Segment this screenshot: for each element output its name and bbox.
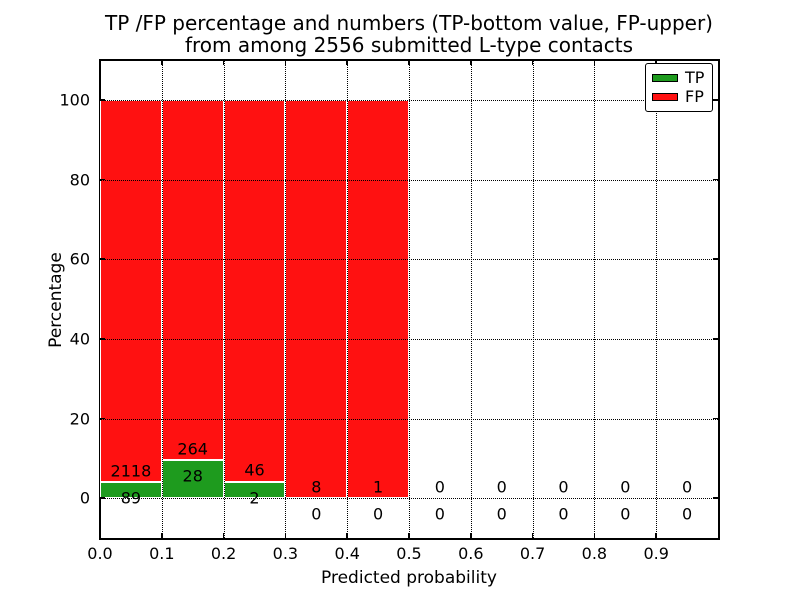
x-tick-mark [99, 60, 101, 65]
bar-segment-tp [100, 482, 162, 499]
x-tick-label: 0.2 [210, 544, 237, 563]
gridline-vertical [161, 60, 163, 538]
tp-count-label: 0 [682, 504, 693, 524]
y-tick-mark [713, 417, 718, 420]
gridline-horizontal [100, 418, 718, 420]
chart-title: TP /FP percentage and numbers (TP-bottom… [100, 12, 718, 56]
x-tick-mark [161, 533, 163, 538]
bar-segment-fp [347, 99, 409, 499]
gridline-vertical [594, 60, 596, 538]
fp-count-label: 0 [620, 477, 631, 497]
x-tick-mark [284, 533, 287, 538]
tp-count-label: 0 [620, 504, 631, 524]
fp-count-label: 0 [496, 477, 507, 497]
tp-count-label: 28 [182, 466, 203, 486]
gridline-horizontal [100, 179, 718, 181]
fp-count-label: 0 [682, 477, 693, 497]
x-tick-label: 0.9 [643, 544, 669, 563]
x-tick-label: 0.6 [458, 544, 484, 563]
fp-count-label: 0 [558, 477, 569, 497]
bar-segment-fp [223, 99, 286, 482]
gridline-vertical [409, 60, 410, 538]
y-tick-mark [100, 258, 105, 260]
bar-segment-tp [223, 481, 286, 499]
y-tick-mark [713, 497, 718, 499]
x-tick-mark [470, 533, 472, 538]
x-tick-mark [346, 60, 348, 65]
x-tick-mark [408, 60, 410, 65]
fp-count-label: 1 [373, 477, 384, 497]
bar-segment-fp [100, 99, 162, 483]
x-tick-mark [346, 533, 348, 538]
bar-segment-tp [161, 459, 224, 499]
gridline-horizontal [100, 338, 718, 340]
x-tick-mark [531, 60, 534, 65]
fp-count-label: 2118 [110, 461, 152, 481]
x-tick-mark [161, 60, 163, 65]
gridline-horizontal [100, 498, 718, 500]
x-tick-label: 0.8 [581, 544, 608, 563]
x-axis-label: Predicted probability [321, 568, 497, 588]
x-tick-label: 0.1 [149, 544, 175, 563]
tp-count-label: 0 [558, 504, 569, 524]
x-tick-mark [222, 60, 225, 65]
x-tick-mark [284, 60, 287, 65]
tp-count-label: 0 [496, 504, 507, 524]
bar-segment-fp [285, 99, 348, 499]
y-axis-label: Percentage [46, 252, 66, 348]
x-tick-label: 0.7 [519, 544, 546, 563]
legend: TP FP [645, 63, 713, 112]
fp-count-label: 46 [244, 460, 265, 480]
plot-area-border [99, 59, 720, 540]
x-tick-label: 0.4 [334, 544, 360, 563]
tp-count-label: 89 [120, 488, 142, 508]
gridline-vertical [532, 60, 534, 538]
tp-color-swatch [652, 73, 678, 82]
gridline-vertical [347, 60, 349, 538]
tp-count-label: 0 [373, 504, 384, 524]
gridline-vertical [656, 60, 658, 538]
gridline-horizontal [100, 259, 718, 261]
x-tick-label: 0.0 [87, 544, 113, 563]
y-tick-mark [713, 338, 718, 340]
gridline-vertical [285, 60, 287, 538]
x-tick-mark [99, 533, 101, 538]
tp-count-label: 0 [311, 504, 322, 524]
bar-segment-fp [161, 99, 224, 460]
x-tick-mark [655, 533, 657, 538]
y-tick-mark [100, 99, 105, 101]
x-tick-mark [408, 533, 410, 538]
tp-count-label: 0 [434, 504, 445, 524]
chart-title-line2: from among 2556 submitted L-type contact… [184, 33, 634, 57]
legend-label-fp: FP [685, 87, 704, 107]
fp-count-label: 0 [434, 477, 445, 497]
y-tick-mark [100, 417, 105, 420]
y-tick-mark [713, 99, 718, 101]
x-tick-mark [470, 60, 472, 65]
gridline-horizontal [100, 99, 718, 101]
gridline-vertical [470, 60, 472, 538]
fp-count-label: 8 [311, 477, 322, 497]
x-tick-mark [222, 533, 225, 538]
x-tick-mark [593, 60, 596, 65]
y-tick-mark [100, 497, 105, 499]
gridline-vertical [223, 60, 225, 538]
x-tick-label: 0.3 [272, 544, 299, 563]
y-tick-mark [100, 178, 105, 181]
chart-title-line1: TP /FP percentage and numbers (TP-bottom… [105, 11, 713, 35]
legend-item-tp: TP [652, 67, 706, 87]
x-tick-mark [593, 533, 596, 538]
x-tick-mark [531, 533, 534, 538]
fp-color-swatch [652, 93, 678, 102]
legend-label-tp: TP [685, 67, 705, 87]
tp-count-label: 2 [249, 488, 260, 507]
y-tick-mark [100, 338, 105, 340]
legend-item-fp: FP [652, 89, 706, 105]
y-tick-mark [713, 258, 718, 260]
x-tick-label: 0.5 [396, 544, 422, 563]
fp-count-label: 264 [177, 439, 208, 459]
y-tick-mark [713, 178, 718, 181]
